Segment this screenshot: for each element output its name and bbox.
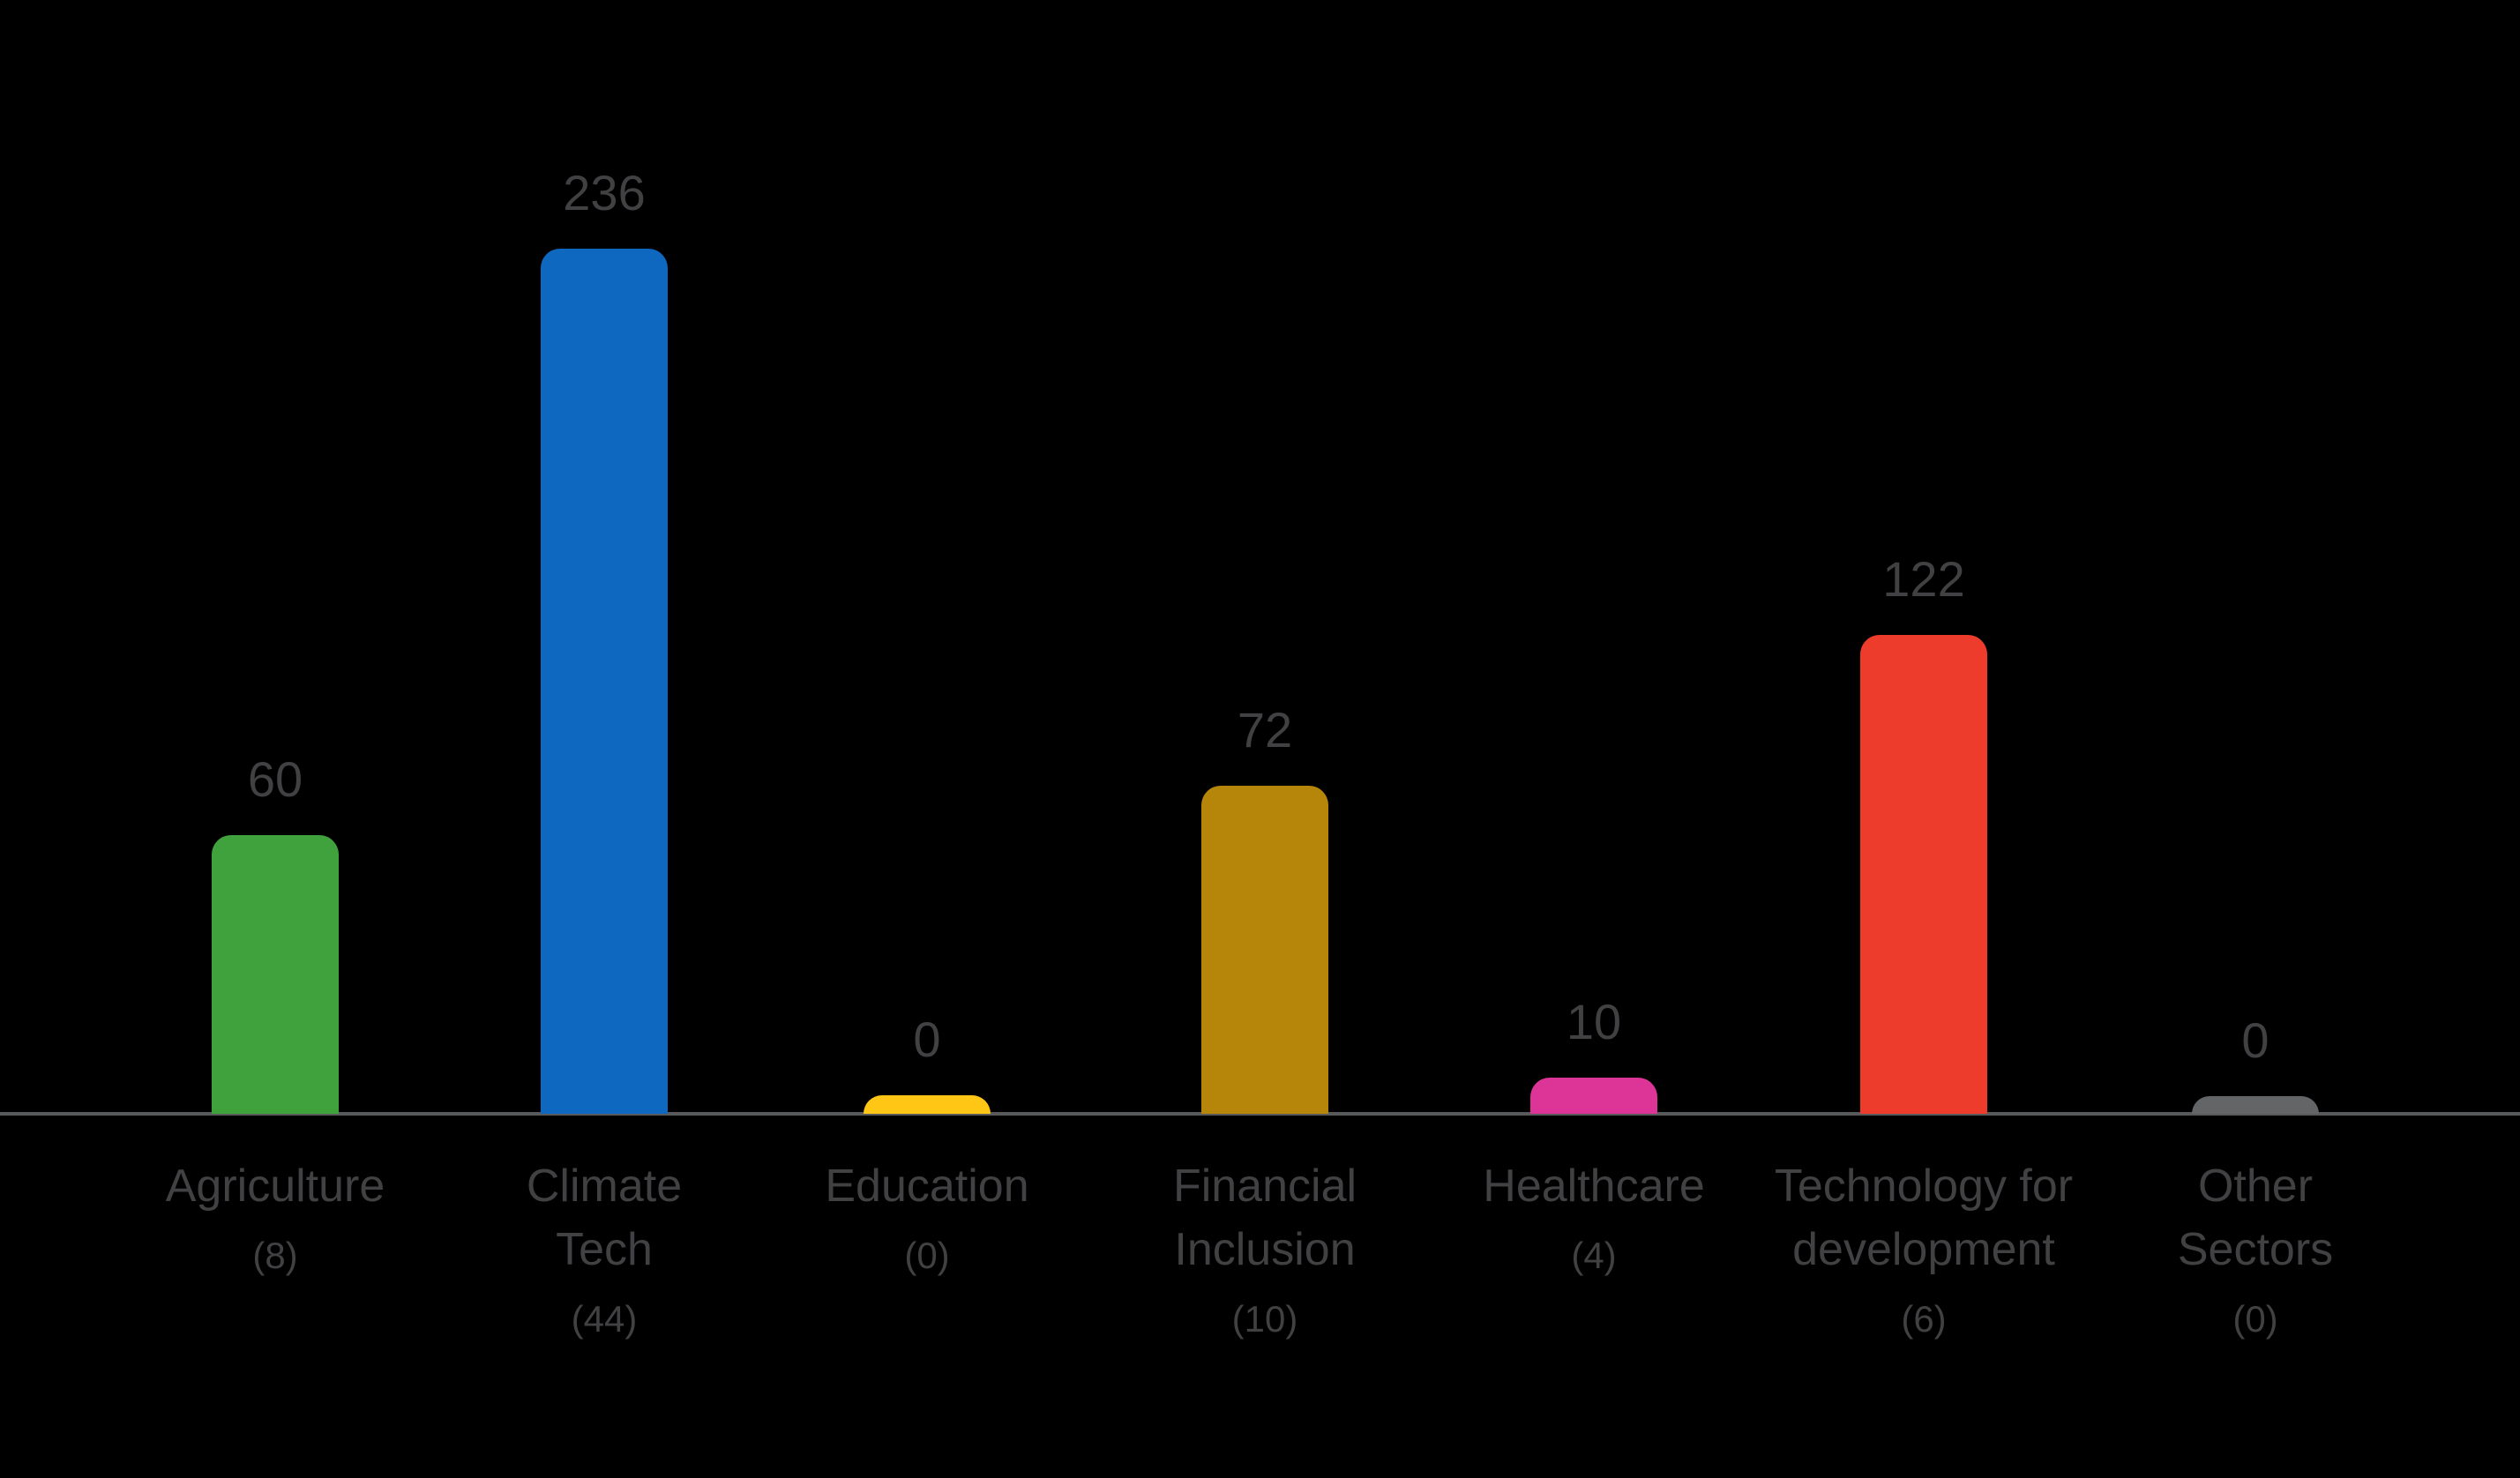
category-label-line: Technology for bbox=[1774, 1161, 2074, 1212]
bar-healthcare bbox=[1530, 1078, 1657, 1114]
category-label-education: Education (0) bbox=[724, 1154, 1130, 1288]
bar-agriculture bbox=[212, 835, 339, 1114]
value-label-other-sectors: 0 bbox=[2241, 1012, 2269, 1068]
category-label-line: Sectors bbox=[2177, 1224, 2334, 1275]
category-label-line: Healthcare bbox=[1483, 1161, 1705, 1212]
value-label-healthcare: 10 bbox=[1566, 994, 1622, 1049]
category-label-line: Climate bbox=[526, 1161, 683, 1212]
category-label-agriculture: Agriculture (8) bbox=[72, 1154, 478, 1288]
category-label-line: Financial bbox=[1172, 1161, 1357, 1212]
value-label-financial-inclusion: 72 bbox=[1237, 702, 1293, 758]
category-sublabel-education: (0) bbox=[904, 1235, 950, 1276]
category-sublabel-financial-inclusion: (10) bbox=[1231, 1298, 1298, 1340]
category-label-line: Tech bbox=[556, 1224, 653, 1275]
value-label-climate-tech: 236 bbox=[563, 165, 646, 220]
category-sublabel-other-sectors: (0) bbox=[2232, 1298, 2278, 1340]
x-axis-baseline bbox=[0, 1112, 2520, 1116]
category-label-line: development bbox=[1792, 1224, 2055, 1275]
category-label-healthcare: Healthcare (4) bbox=[1391, 1154, 1797, 1288]
category-label-line: Inclusion bbox=[1174, 1224, 1356, 1275]
bar-climate-tech bbox=[541, 249, 668, 1114]
category-label-line: Other bbox=[2197, 1161, 2314, 1212]
bar-technology-for-development bbox=[1860, 635, 1987, 1114]
category-sublabel-healthcare: (4) bbox=[1571, 1235, 1617, 1276]
value-label-agriculture: 60 bbox=[247, 751, 303, 807]
category-sublabel-agriculture: (8) bbox=[252, 1235, 298, 1276]
category-label-technology-for-development: Technology for development (6) bbox=[1721, 1154, 2127, 1352]
value-label-technology-for-development: 122 bbox=[1882, 551, 1965, 607]
category-label-climate-tech: Climate Tech (44) bbox=[401, 1154, 807, 1352]
value-label-education: 0 bbox=[913, 1011, 941, 1067]
category-label-financial-inclusion: Financial Inclusion (10) bbox=[1062, 1154, 1468, 1352]
category-sublabel-climate-tech: (44) bbox=[571, 1298, 638, 1340]
bar-financial-inclusion bbox=[1201, 786, 1328, 1114]
category-label-other-sectors: Other Sectors (0) bbox=[2053, 1154, 2458, 1352]
bar-other-sectors bbox=[2192, 1096, 2319, 1114]
bar-education bbox=[864, 1095, 991, 1114]
category-label-line: Education bbox=[825, 1161, 1029, 1212]
category-sublabel-technology-for-development: (6) bbox=[1901, 1298, 1947, 1340]
category-label-line: Agriculture bbox=[165, 1161, 385, 1212]
